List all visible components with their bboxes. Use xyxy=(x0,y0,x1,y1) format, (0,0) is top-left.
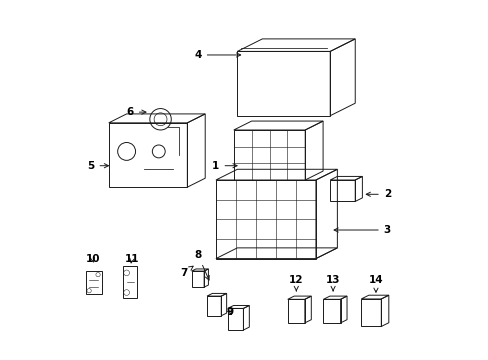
Text: 6: 6 xyxy=(126,107,146,117)
Text: 8: 8 xyxy=(194,250,209,280)
Text: 13: 13 xyxy=(325,275,340,291)
Text: 5: 5 xyxy=(87,161,108,171)
Text: 10: 10 xyxy=(85,253,100,264)
Text: 11: 11 xyxy=(124,253,139,264)
Text: 7: 7 xyxy=(180,266,193,278)
Text: 12: 12 xyxy=(288,275,303,291)
Text: 14: 14 xyxy=(368,275,383,292)
Bar xyxy=(85,271,102,294)
Text: 9: 9 xyxy=(226,307,233,317)
Text: 3: 3 xyxy=(333,225,390,235)
Text: 2: 2 xyxy=(366,189,390,199)
Bar xyxy=(123,266,137,298)
Text: 1: 1 xyxy=(212,161,237,171)
Text: 4: 4 xyxy=(194,50,240,60)
